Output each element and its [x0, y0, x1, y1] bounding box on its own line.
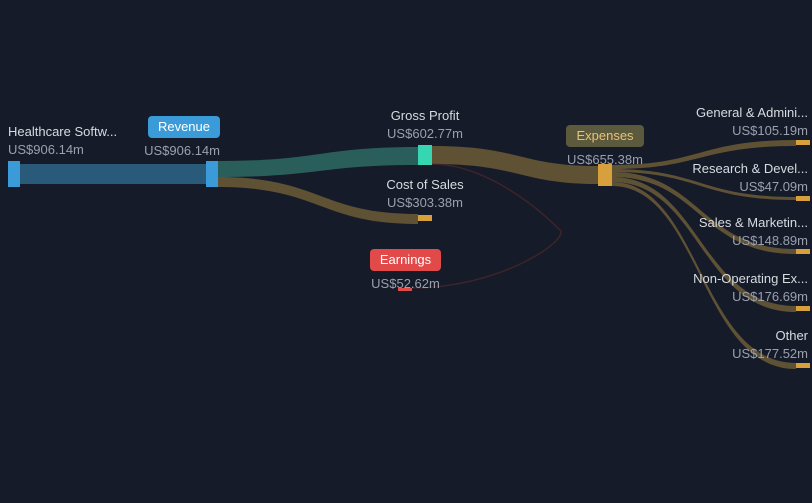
cos-value: US$303.38m [360, 194, 490, 212]
source-value: US$906.14m [8, 141, 117, 159]
expenses-pill: Expenses [566, 125, 643, 147]
earnings-pill: Earnings [370, 249, 441, 271]
expenses-value: US$655.38m [560, 151, 650, 169]
exp-item-1-label: Research & Devel... [692, 160, 808, 178]
exp-tick-3 [796, 306, 810, 311]
exp-tick-2 [796, 249, 810, 254]
earnings-value: US$52.62m [358, 275, 453, 293]
earnings-label-block: Earnings US$52.62m [358, 249, 453, 292]
link-revenue-to-gp [218, 147, 418, 177]
gp-value: US$602.77m [360, 125, 490, 143]
exp-tick-1 [796, 196, 810, 201]
sankey-chart: Healthcare Softw... US$906.14m Revenue U… [0, 0, 812, 503]
source-label: Healthcare Softw... [8, 123, 117, 141]
gp-label: Gross Profit [360, 107, 490, 125]
link-source-to-revenue [20, 164, 206, 184]
exp-item-2-block: Sales & Marketin... US$148.89m [699, 214, 808, 249]
node-cos-box [418, 215, 432, 221]
exp-item-2-label: Sales & Marketin... [699, 214, 808, 232]
exp-item-3-value: US$176.69m [693, 288, 808, 306]
exp-tick-4 [796, 363, 810, 368]
source-label-block: Healthcare Softw... US$906.14m [8, 123, 117, 158]
revenue-value: US$906.14m [120, 142, 220, 160]
gp-label-block: Gross Profit US$602.77m [360, 107, 490, 142]
cos-label: Cost of Sales [360, 176, 490, 194]
exp-item-0-block: General & Admini... US$105.19m [696, 104, 808, 139]
revenue-label-block: Revenue US$906.14m [120, 116, 220, 159]
exp-item-1-block: Research & Devel... US$47.09m [692, 160, 808, 195]
exp-item-3-label: Non-Operating Ex... [693, 270, 808, 288]
node-revenue-box [206, 161, 218, 187]
exp-item-0-value: US$105.19m [696, 122, 808, 140]
exp-tick-0 [796, 140, 810, 145]
exp-item-4-label: Other [732, 327, 808, 345]
exp-item-4-value: US$177.52m [732, 345, 808, 363]
node-source-box [8, 161, 20, 187]
expenses-label-block: Expenses US$655.38m [560, 125, 650, 168]
exp-item-1-value: US$47.09m [692, 178, 808, 196]
exp-item-4-block: Other US$177.52m [732, 327, 808, 362]
exp-item-2-value: US$148.89m [699, 232, 808, 250]
exp-item-3-block: Non-Operating Ex... US$176.69m [693, 270, 808, 305]
node-gp-box [418, 145, 432, 165]
revenue-pill: Revenue [148, 116, 220, 138]
cos-label-block: Cost of Sales US$303.38m [360, 176, 490, 211]
exp-item-0-label: General & Admini... [696, 104, 808, 122]
